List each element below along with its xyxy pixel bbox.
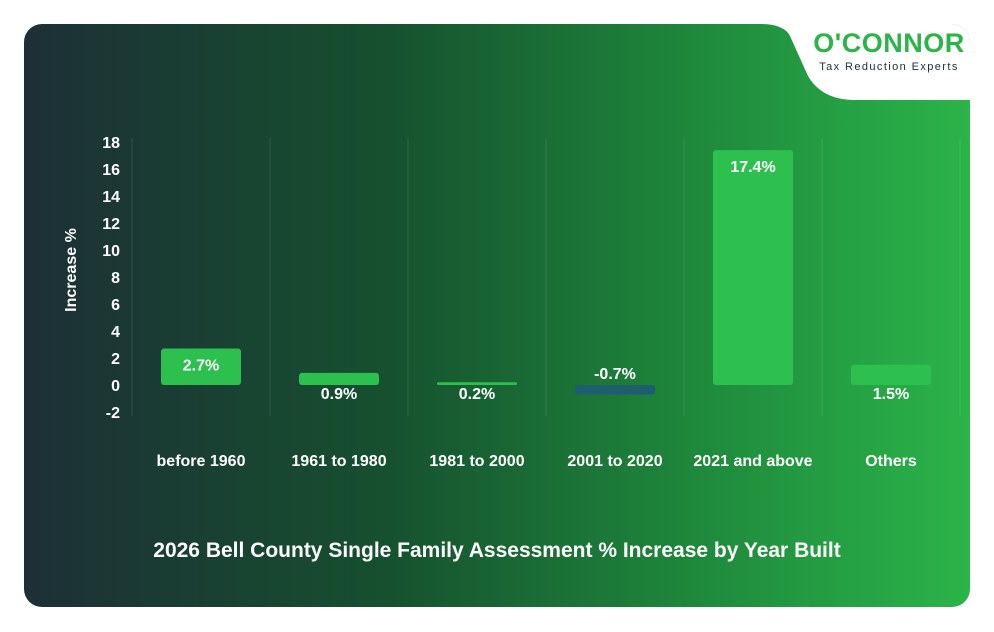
bar <box>713 150 793 385</box>
x-tick-label: Others <box>865 453 917 470</box>
data-labels: 2.7% 0.9% 0.2% -0.7% 17.4% 1.5% <box>183 159 909 403</box>
bar <box>575 385 655 395</box>
y-axis-label: Increase % <box>63 228 80 312</box>
y-tick-label: 6 <box>111 297 120 314</box>
bar <box>161 348 241 385</box>
x-tick-label: 1961 to 1980 <box>291 453 386 470</box>
data-label: 0.2% <box>459 386 495 403</box>
x-tick-label: 2021 and above <box>693 453 812 470</box>
y-tick-label: 12 <box>102 216 120 233</box>
bar <box>437 382 517 385</box>
y-tick-label: 2 <box>111 351 120 368</box>
logo-tab-shape <box>760 24 970 100</box>
data-label: -0.7% <box>594 366 636 383</box>
bar <box>299 372 379 385</box>
bars <box>161 150 931 395</box>
y-tick-label: 0 <box>111 378 120 395</box>
chart-title: 2026 Bell County Single Family Assessmen… <box>153 539 841 562</box>
bar-chart: -2 0 2 4 6 8 10 12 14 16 18 Increase % 2.7% 0.9% 0.2… <box>63 135 961 470</box>
x-axis: before 1960 1961 to 1980 1981 to 2000 2001 … <box>157 453 917 470</box>
y-tick-label: 16 <box>102 162 120 179</box>
x-tick-label: before 1960 <box>157 453 246 470</box>
bar <box>851 364 931 385</box>
y-axis: -2 0 2 4 6 8 10 12 14 16 18 <box>102 135 120 422</box>
brand-tagline: Tax Reduction Experts <box>819 61 959 73</box>
data-label: 1.5% <box>873 386 909 403</box>
y-tick-label: 4 <box>111 324 120 341</box>
chart-card: O'CONNOR Tax Reduction Experts -2 0 2 4 6 8 10… <box>24 24 970 607</box>
chart-grid <box>131 138 961 416</box>
x-tick-label: 2001 to 2020 <box>567 453 662 470</box>
logo-tab: O'CONNOR Tax Reduction Experts <box>760 24 970 100</box>
y-tick-label: 18 <box>102 135 120 152</box>
x-tick-label: 1981 to 2000 <box>429 453 524 470</box>
brand-logo: O'CONNOR <box>813 28 965 58</box>
y-tick-label: 10 <box>102 243 120 260</box>
y-tick-label: 8 <box>111 270 120 287</box>
y-tick-label: 14 <box>102 189 120 206</box>
data-label: 0.9% <box>321 386 357 403</box>
data-label: 17.4% <box>730 159 775 176</box>
data-label: 2.7% <box>183 358 219 375</box>
y-tick-label: -2 <box>106 405 120 422</box>
